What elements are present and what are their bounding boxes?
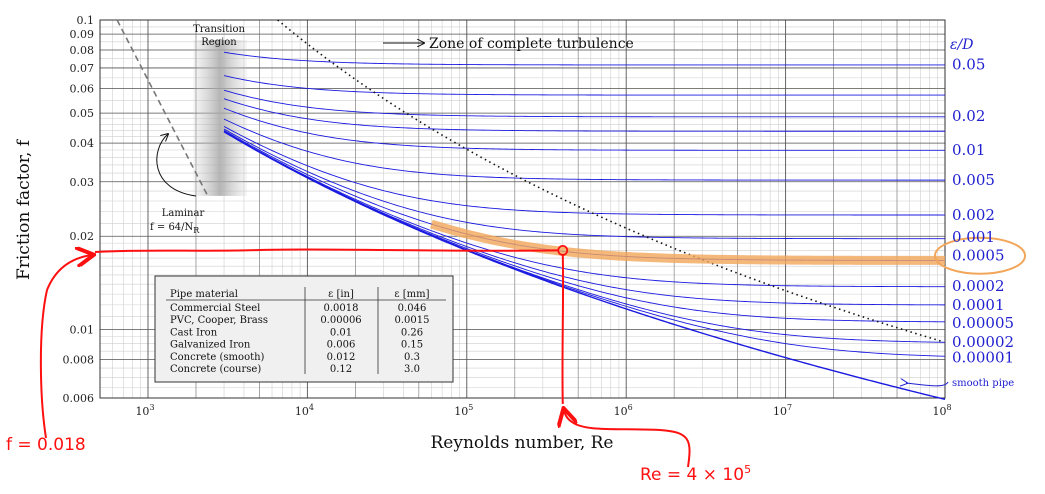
friction-curve [223, 107, 945, 151]
y-tick-label: 0.07 [70, 62, 95, 75]
overlays [39, 219, 1026, 468]
y-tick-label: 0.01 [70, 323, 95, 336]
roughness-label: 0.0001 [952, 296, 1005, 314]
transition-region-band [192, 40, 247, 196]
y-tick-label: 0.05 [70, 107, 95, 120]
roughness-label: 0.00002 [952, 333, 1014, 351]
table-header-in: ε [in] [328, 289, 354, 300]
friction-curves [116, 19, 946, 401]
roughness-label: 0.05 [952, 56, 985, 74]
highlight-band-0005 [430, 219, 945, 265]
table-cell-material: Concrete (smooth) [170, 352, 265, 363]
y-tick-label: 0.02 [70, 230, 95, 243]
table-cell-mm: 0.15 [401, 340, 423, 351]
friction-curve [223, 131, 946, 401]
red-vertical-line [561, 255, 565, 405]
friction-curve [223, 51, 945, 66]
x-tick-label: 105 [454, 403, 473, 418]
roughness-label: 0.002 [952, 206, 995, 224]
friction-curve [223, 75, 945, 96]
table-header-mm: ε [mm] [394, 289, 429, 300]
x-axis-label: Reynolds number, Re [431, 433, 614, 453]
friction-curve [223, 98, 945, 132]
table-cell-material: Concrete (course) [170, 364, 261, 375]
table-cell-mm: 0.3 [404, 352, 420, 363]
plot-frame [99, 19, 946, 399]
roughness-label: 0.00001 [952, 349, 1014, 367]
roughness-highlight-circle [934, 236, 1026, 275]
roughness-label: 0.005 [952, 171, 995, 189]
laminar-label: Laminar [162, 208, 205, 219]
red-arrow-re [564, 410, 691, 468]
table-cell-material: PVC, Cooper, Brass [170, 315, 268, 326]
table-cell-in: 0.006 [327, 340, 356, 351]
x-tick-label: 104 [295, 403, 314, 418]
y-tick-label: 0.04 [70, 137, 95, 150]
transition-label-line1: Transition [193, 24, 245, 35]
friction-curve [223, 128, 945, 240]
transition-label-line2: Region [201, 37, 237, 48]
table-cell-in: 0.012 [327, 352, 356, 363]
y-tick-label: 0.08 [70, 44, 95, 57]
label-f-value: f = 0.018 [6, 435, 86, 455]
x-tick-label: 103 [135, 403, 154, 418]
table-cell-in: 0.01 [330, 327, 352, 338]
table-cell-material: Commercial Steel [170, 303, 260, 314]
table-cell-in: 0.12 [330, 364, 352, 375]
transition-region [192, 40, 247, 196]
red-arrow-f [39, 255, 92, 439]
y-tick-label: 0.006 [63, 392, 95, 405]
table-cell-material: Galvanized Iron [170, 340, 251, 351]
y-tick-label: 0.06 [70, 83, 95, 96]
complete-turbulence-boundary [277, 19, 944, 343]
roughness-label: 0.0005 [952, 247, 1005, 265]
y-tick-label: 0.008 [63, 353, 95, 366]
x-tick-label: 107 [773, 403, 792, 418]
roughness-label: 0.0002 [952, 277, 1005, 295]
grid [99, 19, 946, 399]
friction-curve [223, 126, 946, 216]
friction-curve [223, 118, 945, 181]
y-axis-label: Friction factor, f [14, 138, 34, 280]
roughness-label: 0.01 [952, 141, 985, 159]
friction-curve [223, 130, 945, 288]
axis-ticks: 0.10.090.080.070.060.050.040.030.020.010… [63, 14, 1015, 418]
table-cell-in: 0.0018 [324, 303, 359, 314]
laminar-arrow [156, 134, 197, 197]
x-tick-label: 106 [614, 403, 633, 418]
red-horizontal-line [94, 248, 558, 253]
pipe-material-table: Pipe material ε [in] ε [mm] Commercial S… [154, 275, 454, 383]
roughness-label: 0.001 [952, 228, 995, 246]
laminar-line [116, 19, 210, 198]
table-cell-mm: 0.0015 [395, 315, 430, 326]
y-tick-label: 0.09 [70, 28, 95, 41]
table-cell-mm: 3.0 [404, 364, 420, 375]
highlight-point [557, 244, 569, 256]
table-cell-in: 0.00006 [320, 315, 361, 326]
roughness-label: 0.02 [952, 107, 985, 125]
friction-curve [223, 89, 945, 118]
label-re-value: Re = 4 × 105 [640, 463, 751, 485]
roughness-label: 0.00005 [952, 314, 1014, 332]
laminar-formula: f = 64/NR [150, 222, 200, 235]
turbulence-label: Zone of complete turbulence [429, 36, 634, 52]
table-cell-mm: 0.046 [398, 303, 427, 314]
x-tick-label: 108 [932, 403, 951, 418]
y-tick-label: 0.1 [77, 14, 95, 27]
smooth-pipe-arrow [906, 382, 949, 386]
y-tick-label: 0.03 [70, 176, 95, 189]
table-header-material: Pipe material [170, 289, 238, 300]
table-cell-mm: 0.26 [401, 327, 423, 338]
roughness-axis-title: ε/D [950, 37, 973, 53]
table-cell-material: Cast Iron [170, 327, 218, 338]
smooth-pipe-label: smooth pipe [952, 378, 1014, 389]
